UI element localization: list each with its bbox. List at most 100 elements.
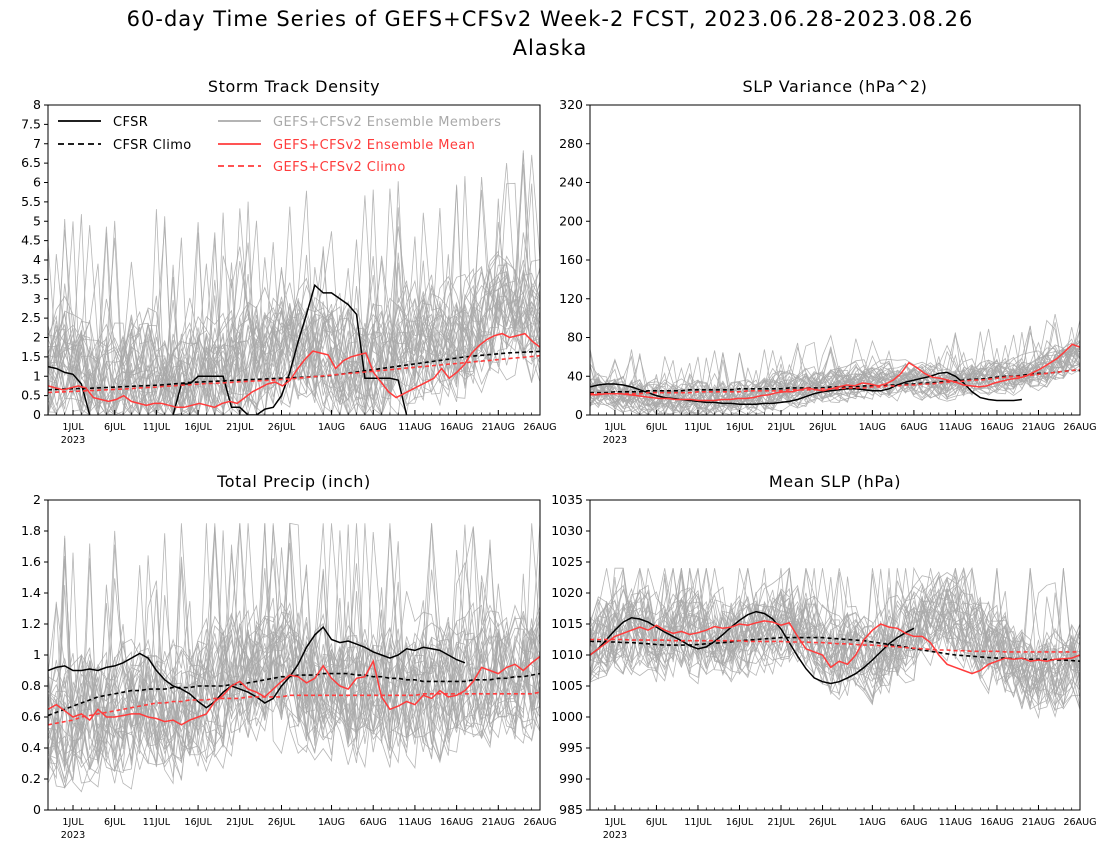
legend-label: GEFS+CFSv2 Ensemble Mean: [273, 138, 475, 153]
y-tick-label: 2: [33, 492, 41, 507]
y-tick-label: 6.5: [21, 155, 41, 170]
x-year-label: 2023: [61, 435, 85, 446]
x-tick-label: 6JUL: [104, 817, 126, 828]
x-year-label: 2023: [603, 830, 627, 841]
ensemble-member-line: [48, 226, 540, 415]
chart-title: SLP Variance (hPa^2): [743, 77, 928, 96]
y-tick-label: 0.8: [21, 678, 41, 693]
ensemble-member-line: [48, 523, 540, 764]
y-tick-label: 1020: [551, 585, 583, 600]
ensemble-member-line: [48, 523, 540, 768]
legend-label: GEFS+CFSv2 Ensemble Members: [273, 115, 501, 130]
x-tick-label: 11JUL: [684, 422, 712, 433]
y-tick-label: 4: [33, 252, 41, 267]
x-tick-label: 16JUL: [726, 817, 754, 828]
x-tick-label: 21AUG: [1022, 817, 1055, 828]
ensemble-member-line: [48, 232, 540, 415]
x-tick-label: 11AUG: [939, 422, 972, 433]
x-tick-label: 11JUL: [684, 817, 712, 828]
y-tick-label: 1025: [551, 554, 583, 569]
legend-label: CFSR Climo: [113, 138, 192, 153]
x-tick-label: 16AUG: [440, 817, 473, 828]
ensemble-member-line: [590, 325, 1080, 415]
y-tick-label: 1.5: [21, 349, 41, 364]
series-gefs-cfsv2-ensemble-meanline: [590, 620, 1080, 675]
x-year-label: 2023: [61, 830, 85, 841]
y-tick-label: 2.5: [21, 310, 41, 325]
y-tick-label: 80: [567, 330, 583, 345]
x-tick-label: 26AUG: [1063, 817, 1096, 828]
series-lines: [48, 283, 540, 415]
x-tick-label: 16JUL: [184, 817, 212, 828]
series-cfsrline: [172, 283, 408, 415]
x-tick-label: 11JUL: [143, 422, 171, 433]
x-tick-label: 1JUL: [62, 817, 84, 828]
ensemble-member-line: [590, 566, 1080, 709]
y-tick-label: 1.6: [21, 554, 41, 569]
y-tick-label: 1: [33, 647, 41, 662]
x-tick-label: 16AUG: [980, 817, 1013, 828]
y-tick-label: 3.5: [21, 271, 41, 286]
series-cfsr-climoline: [590, 636, 1080, 662]
ensemble-member-line: [590, 334, 1080, 412]
x-tick-label: 21JUL: [767, 817, 795, 828]
x-tick-label: 26JUL: [809, 817, 837, 828]
y-tick-label: 2: [33, 330, 41, 345]
x-tick-label: 26AUG: [523, 817, 556, 828]
x-tick-label: 1AUG: [318, 422, 345, 433]
x-tick-label: 26JUL: [809, 422, 837, 433]
series-cfsrline: [48, 365, 91, 415]
legend-label: GEFS+CFSv2 Climo: [273, 160, 406, 175]
x-tick-label: 1AUG: [859, 817, 886, 828]
x-tick-label: 21AUG: [482, 817, 515, 828]
y-tick-label: 1.4: [21, 585, 41, 600]
x-tick-label: 1AUG: [859, 422, 886, 433]
ensemble-member-line: [590, 587, 1080, 706]
chart-legend: CFSR CFSR Climo GEFS+CFSv2 Ensemble Member…: [58, 115, 501, 175]
y-tick-label: 240: [559, 175, 583, 190]
x-tick-label: 16JUL: [726, 422, 754, 433]
y-tick-label: 5.5: [21, 194, 41, 209]
y-tick-label: 3: [33, 291, 41, 306]
y-tick-label: 990: [559, 771, 583, 786]
ensemble-member-line: [48, 189, 540, 415]
y-tick-label: 0.4: [21, 740, 41, 755]
y-tick-label: 7.5: [21, 116, 41, 131]
x-tick-label: 21JUL: [226, 817, 254, 828]
ensemble-member-line: [48, 523, 540, 788]
y-tick-label: 1015: [551, 616, 583, 631]
series-gefs-cfsv2-climoline: [590, 638, 1080, 653]
ensemble-members: [590, 566, 1080, 720]
ensemble-member-line: [48, 182, 540, 415]
y-tick-label: 40: [567, 368, 583, 383]
ensemble-member-line: [48, 539, 540, 789]
x-tick-label: 6AUG: [360, 817, 387, 828]
chart-title: Mean SLP (hPa): [769, 472, 901, 491]
y-tick-label: 1030: [551, 523, 583, 538]
x-tick-label: 21AUG: [1022, 422, 1055, 433]
y-tick-label: 120: [559, 291, 583, 306]
x-tick-label: 26AUG: [1063, 422, 1096, 433]
y-tick-label: 1.2: [21, 616, 41, 631]
y-tick-label: 985: [559, 802, 583, 817]
y-tick-label: 1.8: [21, 523, 41, 538]
y-tick-label: 0: [575, 407, 583, 422]
x-tick-label: 1JUL: [604, 422, 626, 433]
x-tick-label: 1AUG: [318, 817, 345, 828]
y-tick-label: 1010: [551, 647, 583, 662]
ensemble-members: [48, 522, 540, 793]
x-tick-label: 11AUG: [398, 817, 431, 828]
y-tick-label: 7: [33, 136, 41, 151]
chart-panel-3: Total Precip (inch) 0 0.2 0.4 0.6 0.8 1 1.2 1.4 1…: [21, 472, 557, 841]
y-tick-label: 1005: [551, 678, 583, 693]
ensemble-member-line: [590, 568, 1080, 697]
legend-label: CFSR: [113, 115, 148, 130]
ensemble-member-line: [590, 587, 1080, 698]
y-tick-label: 280: [559, 136, 583, 151]
y-tick-label: 160: [559, 252, 583, 267]
x-tick-label: 26JUL: [268, 817, 296, 828]
x-tick-label: 11AUG: [398, 422, 431, 433]
y-tick-label: 0.2: [21, 771, 41, 786]
chart-title: Storm Track Density: [208, 77, 380, 96]
y-tick-label: 1035: [551, 492, 583, 507]
